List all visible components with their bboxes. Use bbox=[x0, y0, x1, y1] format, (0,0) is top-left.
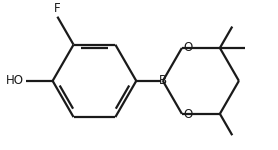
Text: O: O bbox=[184, 40, 193, 54]
Text: HO: HO bbox=[6, 74, 24, 87]
Text: F: F bbox=[54, 2, 61, 15]
Text: O: O bbox=[184, 108, 193, 121]
Text: B: B bbox=[159, 74, 167, 87]
